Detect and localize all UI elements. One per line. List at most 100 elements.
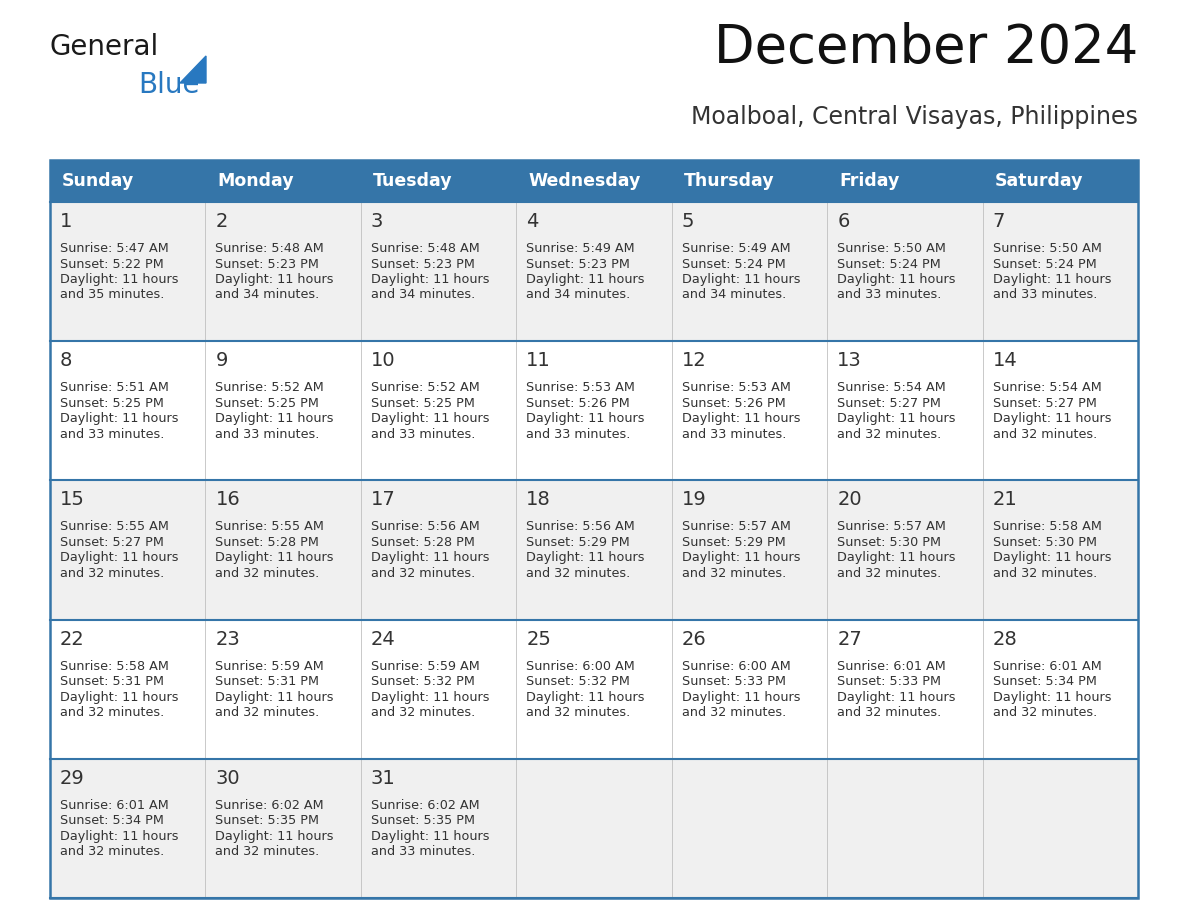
Text: 30: 30	[215, 768, 240, 788]
Text: 9: 9	[215, 352, 228, 370]
Bar	[50, 480, 1138, 620]
Text: Sunrise: 5:55 AM: Sunrise: 5:55 AM	[215, 521, 324, 533]
Text: Sunrise: 5:51 AM: Sunrise: 5:51 AM	[61, 381, 169, 394]
Text: Sunrise: 6:02 AM: Sunrise: 6:02 AM	[215, 799, 324, 812]
Text: Friday: Friday	[839, 172, 899, 190]
Text: Daylight: 11 hours: Daylight: 11 hours	[371, 273, 489, 286]
Text: Sunrise: 6:01 AM: Sunrise: 6:01 AM	[992, 660, 1101, 673]
Text: Sunset: 5:25 PM: Sunset: 5:25 PM	[371, 397, 475, 409]
Text: and 32 minutes.: and 32 minutes.	[838, 567, 941, 580]
Text: Sunset: 5:35 PM: Sunset: 5:35 PM	[215, 814, 320, 827]
Text: Sunset: 5:32 PM: Sunset: 5:32 PM	[371, 675, 475, 688]
Text: 20: 20	[838, 490, 861, 509]
Text: Sunset: 5:30 PM: Sunset: 5:30 PM	[992, 536, 1097, 549]
Text: and 34 minutes.: and 34 minutes.	[682, 288, 786, 301]
Text: December 2024: December 2024	[714, 22, 1138, 74]
Text: Sunrise: 5:57 AM: Sunrise: 5:57 AM	[838, 521, 946, 533]
Text: and 32 minutes.: and 32 minutes.	[215, 706, 320, 719]
Text: and 32 minutes.: and 32 minutes.	[526, 567, 631, 580]
Text: 27: 27	[838, 630, 861, 649]
Text: Sunrise: 5:58 AM: Sunrise: 5:58 AM	[61, 660, 169, 673]
Text: and 34 minutes.: and 34 minutes.	[215, 288, 320, 301]
Text: and 32 minutes.: and 32 minutes.	[838, 428, 941, 441]
Text: Daylight: 11 hours: Daylight: 11 hours	[838, 552, 955, 565]
Text: Daylight: 11 hours: Daylight: 11 hours	[992, 690, 1111, 703]
Text: and 33 minutes.: and 33 minutes.	[682, 428, 786, 441]
Text: Daylight: 11 hours: Daylight: 11 hours	[992, 412, 1111, 425]
Text: and 32 minutes.: and 32 minutes.	[526, 706, 631, 719]
Text: 29: 29	[61, 768, 84, 788]
Text: and 35 minutes.: and 35 minutes.	[61, 288, 164, 301]
Text: Sunrise: 5:48 AM: Sunrise: 5:48 AM	[371, 242, 480, 255]
Text: Sunrise: 5:54 AM: Sunrise: 5:54 AM	[838, 381, 946, 394]
Text: Sunset: 5:31 PM: Sunset: 5:31 PM	[61, 675, 164, 688]
Text: Sunrise: 6:02 AM: Sunrise: 6:02 AM	[371, 799, 480, 812]
Text: 31: 31	[371, 768, 396, 788]
Bar	[50, 160, 1138, 202]
Text: Sunrise: 6:01 AM: Sunrise: 6:01 AM	[61, 799, 169, 812]
Text: and 32 minutes.: and 32 minutes.	[838, 706, 941, 719]
Text: Sunset: 5:35 PM: Sunset: 5:35 PM	[371, 814, 475, 827]
Text: and 32 minutes.: and 32 minutes.	[371, 567, 475, 580]
Text: Sunrise: 5:53 AM: Sunrise: 5:53 AM	[682, 381, 790, 394]
Text: 4: 4	[526, 212, 538, 231]
Bar	[50, 620, 1138, 759]
Text: 7: 7	[992, 212, 1005, 231]
Text: 2: 2	[215, 212, 228, 231]
Text: Sunrise: 5:50 AM: Sunrise: 5:50 AM	[838, 242, 946, 255]
Text: General: General	[50, 33, 159, 61]
Text: Sunrise: 5:56 AM: Sunrise: 5:56 AM	[526, 521, 636, 533]
Text: and 32 minutes.: and 32 minutes.	[215, 845, 320, 858]
Text: and 33 minutes.: and 33 minutes.	[371, 428, 475, 441]
Text: Sunset: 5:25 PM: Sunset: 5:25 PM	[215, 397, 320, 409]
Text: and 32 minutes.: and 32 minutes.	[682, 567, 786, 580]
Text: and 32 minutes.: and 32 minutes.	[992, 567, 1097, 580]
Text: Sunrise: 5:49 AM: Sunrise: 5:49 AM	[526, 242, 634, 255]
Text: Sunset: 5:28 PM: Sunset: 5:28 PM	[215, 536, 320, 549]
Text: Sunrise: 6:01 AM: Sunrise: 6:01 AM	[838, 660, 946, 673]
Text: Sunset: 5:25 PM: Sunset: 5:25 PM	[61, 397, 164, 409]
Text: Sunrise: 5:53 AM: Sunrise: 5:53 AM	[526, 381, 636, 394]
Text: and 33 minutes.: and 33 minutes.	[215, 428, 320, 441]
Bar	[50, 341, 1138, 480]
Text: and 32 minutes.: and 32 minutes.	[992, 706, 1097, 719]
Text: and 32 minutes.: and 32 minutes.	[992, 428, 1097, 441]
Text: Sunrise: 5:48 AM: Sunrise: 5:48 AM	[215, 242, 324, 255]
Text: Sunrise: 5:56 AM: Sunrise: 5:56 AM	[371, 521, 480, 533]
Text: 26: 26	[682, 630, 707, 649]
Text: Sunrise: 5:54 AM: Sunrise: 5:54 AM	[992, 381, 1101, 394]
Text: Sunset: 5:24 PM: Sunset: 5:24 PM	[992, 258, 1097, 271]
Text: Daylight: 11 hours: Daylight: 11 hours	[61, 552, 178, 565]
Text: Sunrise: 5:57 AM: Sunrise: 5:57 AM	[682, 521, 790, 533]
Text: 23: 23	[215, 630, 240, 649]
Text: Daylight: 11 hours: Daylight: 11 hours	[992, 273, 1111, 286]
Text: Sunrise: 5:50 AM: Sunrise: 5:50 AM	[992, 242, 1101, 255]
Text: Wednesday: Wednesday	[529, 172, 640, 190]
Text: 10: 10	[371, 352, 396, 370]
Text: Daylight: 11 hours: Daylight: 11 hours	[61, 273, 178, 286]
Text: Daylight: 11 hours: Daylight: 11 hours	[838, 690, 955, 703]
Text: Sunset: 5:26 PM: Sunset: 5:26 PM	[682, 397, 785, 409]
Text: Sunset: 5:27 PM: Sunset: 5:27 PM	[992, 397, 1097, 409]
Bar	[50, 759, 1138, 898]
Text: Daylight: 11 hours: Daylight: 11 hours	[526, 412, 645, 425]
Text: Daylight: 11 hours: Daylight: 11 hours	[682, 552, 801, 565]
Text: Sunrise: 5:47 AM: Sunrise: 5:47 AM	[61, 242, 169, 255]
Text: and 32 minutes.: and 32 minutes.	[682, 706, 786, 719]
Text: Moalboal, Central Visayas, Philippines: Moalboal, Central Visayas, Philippines	[691, 105, 1138, 129]
Text: 21: 21	[992, 490, 1017, 509]
Text: 3: 3	[371, 212, 384, 231]
Text: and 33 minutes.: and 33 minutes.	[61, 428, 164, 441]
Text: Daylight: 11 hours: Daylight: 11 hours	[215, 690, 334, 703]
Text: Daylight: 11 hours: Daylight: 11 hours	[838, 412, 955, 425]
Text: Sunrise: 5:59 AM: Sunrise: 5:59 AM	[215, 660, 324, 673]
Polygon shape	[181, 56, 206, 83]
Text: and 32 minutes.: and 32 minutes.	[371, 706, 475, 719]
Text: Monday: Monday	[217, 172, 295, 190]
Text: Daylight: 11 hours: Daylight: 11 hours	[215, 412, 334, 425]
Text: Daylight: 11 hours: Daylight: 11 hours	[526, 552, 645, 565]
Text: Daylight: 11 hours: Daylight: 11 hours	[215, 552, 334, 565]
Text: Sunset: 5:29 PM: Sunset: 5:29 PM	[682, 536, 785, 549]
Text: Sunset: 5:23 PM: Sunset: 5:23 PM	[526, 258, 630, 271]
Text: 8: 8	[61, 352, 72, 370]
